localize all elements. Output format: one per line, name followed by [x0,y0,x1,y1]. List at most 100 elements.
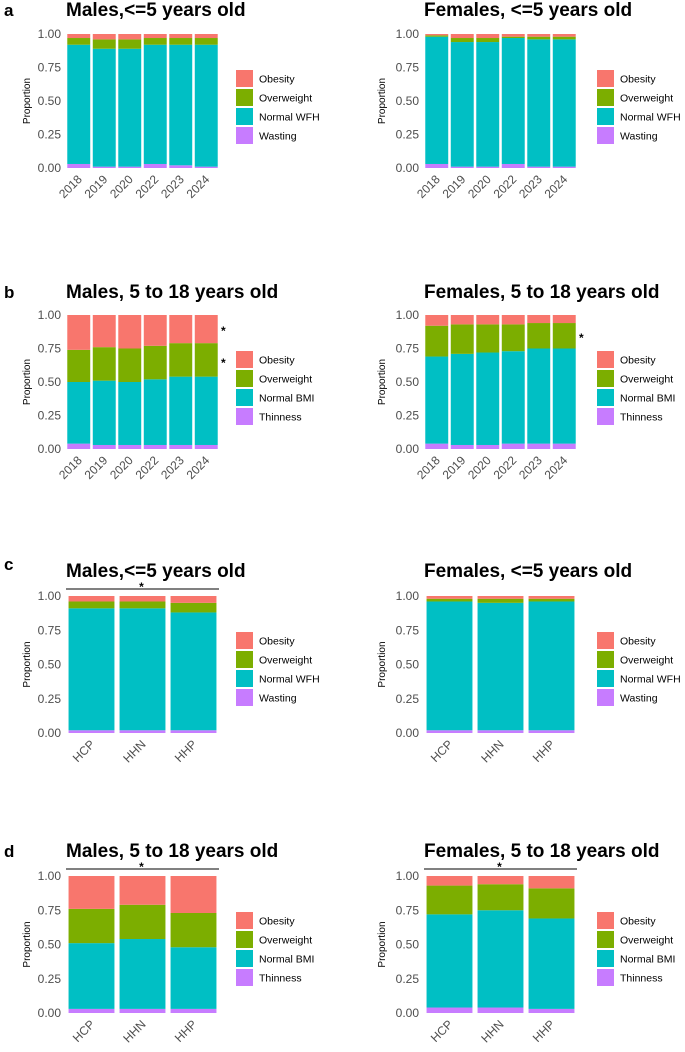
bar-segment-overweight [476,38,500,43]
legend-label: Thinness [620,973,663,985]
chart-panel-0: a Males,<=5 years old Proportion 0.00 0.25 0.… [4,0,320,201]
y-tick-label: 0.00 [38,442,62,456]
x-tick-label: 2023 [158,172,187,201]
bar-segment-overweight [501,324,525,352]
legend-swatch-normal-wfh [597,670,614,687]
bar-segment-overweight [143,345,167,380]
legend-label: Overweight [620,93,673,105]
y-tick-label: 0.50 [38,938,62,952]
bar-segment-obesity [425,34,449,36]
legend-label: Overweight [259,374,312,386]
bar-segment-normal-bmi [118,382,142,445]
chart-panel-6: d Males, 5 to 18 years old Proportion 0.00 0… [4,841,314,1046]
bar-segment-wasting [552,166,576,168]
legend-label: Overweight [259,93,312,105]
x-tick-label: HCP [70,737,98,765]
legend-label: Normal BMI [259,954,314,966]
bar-segment-normal-wfh [528,601,575,731]
bar-segment-normal-bmi [68,943,115,1009]
bar-segment-normal-wfh [476,42,500,167]
bar-segment-wasting [476,166,500,168]
bar-segment-normal-bmi [143,379,167,445]
bar-segment-wasting [426,730,473,733]
significance-star: * [221,324,226,338]
bar-segment-overweight [67,38,91,45]
bar-segment-overweight [426,885,473,915]
bar-segment-thinness [476,444,500,449]
x-tick-label: 2020 [465,172,494,201]
bar-segment-obesity [118,315,142,349]
x-tick-label: HHP [172,737,200,765]
chart-title: Females, 5 to 18 years old [424,841,660,862]
bar-segment-overweight [68,601,115,609]
y-tick-label: 0.25 [396,409,420,423]
panel-letter: d [4,842,14,861]
y-tick-label: 0.50 [38,658,62,672]
bar-segment-normal-bmi [170,947,217,1009]
bar-segment-normal-wfh [552,39,576,167]
bar-segment-obesity [528,596,575,599]
bar-segment-normal-wfh [92,48,116,167]
legend-label: Normal WFH [620,674,681,686]
y-tick-label: 1.00 [38,869,62,883]
bar-segment-obesity [119,876,166,905]
x-tick-label: 2024 [542,172,571,201]
bar-segment-normal-bmi [119,939,166,1009]
y-tick-label: 0.50 [396,658,420,672]
panel-letter: b [4,283,14,302]
bar-segment-wasting [501,163,525,168]
y-tick-label: 0.25 [396,128,420,142]
chart-title: Males,<=5 years old [66,561,246,582]
legend-swatch-overweight [597,651,614,668]
bar-segment-overweight [119,904,166,940]
legend-label: Overweight [620,655,673,667]
y-tick-label: 0.25 [38,409,62,423]
bar-segment-thinness [552,443,576,449]
legend-swatch-overweight [236,651,253,668]
bar-segment-obesity [68,596,115,602]
bar-segment-obesity [92,34,116,40]
bar-segment-obesity [426,876,473,886]
legend-label: Thinness [259,412,302,424]
chart-title: Females, 5 to 18 years old [424,282,660,303]
legend-label: Thinness [259,973,302,985]
panel-letter: a [4,1,14,20]
bar-segment-overweight [118,39,142,49]
bar-segment-obesity [477,596,524,599]
legend-swatch-overweight [597,370,614,387]
bar-segment-obesity [527,34,551,37]
x-tick-label: 2022 [491,172,520,201]
legend-label: Normal WFH [620,112,681,124]
bar-segment-normal-wfh [119,608,166,731]
bar-segment-normal-bmi [527,348,551,444]
bar-segment-overweight [477,884,524,911]
legend-label: Normal BMI [620,954,675,966]
bar-segment-overweight [528,598,575,602]
bar-segment-obesity [170,876,217,913]
bar-segment-overweight [527,323,551,349]
bar-segment-thinness [450,444,474,449]
legend-swatch-obesity [597,632,614,649]
bar-segment-normal-wfh [477,602,524,731]
bar-segment-obesity [170,596,217,603]
bar-segment-wasting [118,166,142,168]
bar-segment-wasting [169,165,193,168]
legend-label: Normal WFH [259,674,320,686]
bar-segment-thinness [119,1008,166,1013]
y-axis-label: Proportion [22,921,33,967]
legend-label: Overweight [259,935,312,947]
legend-swatch-normal-wfh [236,670,253,687]
bar-segment-obesity [143,34,167,39]
legend-label: Obesity [620,355,656,367]
bar-segment-obesity [119,596,166,602]
chart-title: Males, 5 to 18 years old [66,841,278,862]
significance-star: * [579,331,584,345]
legend-swatch-thinness [236,408,253,425]
bar-segment-obesity [67,34,91,39]
legend-swatch-overweight [236,370,253,387]
chart-panel-1: Females, <=5 years old Proportion 0.00 0.25… [377,0,681,201]
bar-segment-obesity [425,315,449,326]
y-tick-label: 0.25 [396,972,420,986]
bar-segment-overweight [528,888,575,919]
y-axis-label: Proportion [22,641,33,687]
